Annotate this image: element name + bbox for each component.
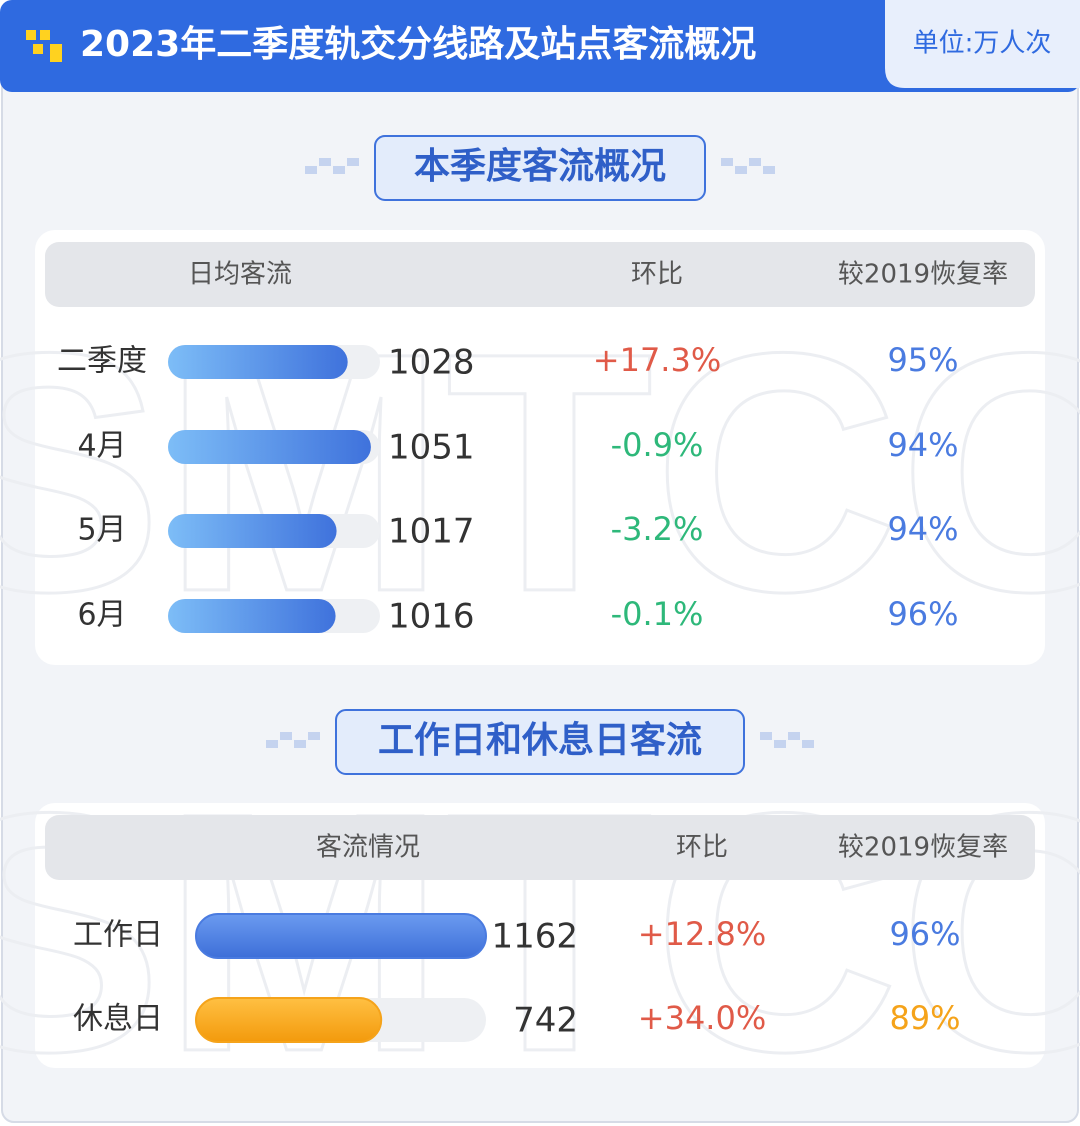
recovery: 96% <box>889 915 960 953</box>
recovery: 94% <box>887 426 958 464</box>
decor <box>308 732 320 740</box>
decor <box>749 158 761 166</box>
decor <box>721 158 733 166</box>
table-header <box>45 815 1035 880</box>
decor <box>760 732 772 740</box>
decor <box>319 158 331 166</box>
column-header: 日均客流 <box>188 260 292 290</box>
decor <box>774 740 786 748</box>
section-title: 工作日和休息日客流 <box>378 720 702 761</box>
change: -0.9% <box>611 426 704 464</box>
value-label: 1016 <box>388 597 475 637</box>
decor <box>305 166 317 174</box>
bar <box>168 430 371 464</box>
logo <box>26 30 62 62</box>
change: -0.1% <box>611 595 704 633</box>
bar <box>195 997 383 1043</box>
decor <box>735 166 747 174</box>
bar <box>195 913 487 959</box>
decor <box>294 740 306 748</box>
row-label: 工作日 <box>73 918 163 953</box>
decor <box>802 740 814 748</box>
value-label: 1017 <box>388 512 475 552</box>
column-header: 较2019恢复率 <box>838 833 1008 863</box>
bar <box>168 599 336 633</box>
title: 2023年二季度轨交分线路及站点客流概况 <box>80 23 756 65</box>
unit-tab <box>885 0 1080 88</box>
row-label: 5月 <box>77 513 126 548</box>
column-header: 客流情况 <box>316 833 420 863</box>
bar <box>168 514 337 548</box>
row-label: 休息日 <box>73 1002 163 1037</box>
bar <box>168 345 348 379</box>
decor <box>763 166 775 174</box>
change: +34.0% <box>638 999 766 1037</box>
card <box>35 230 1045 665</box>
recovery: 95% <box>887 341 958 379</box>
change: +12.8% <box>638 915 766 953</box>
value-label: 1162 <box>491 917 578 957</box>
table-header <box>45 242 1035 307</box>
unit: 单位:万人次 <box>913 29 1052 59</box>
recovery: 96% <box>887 595 958 633</box>
column-header: 环比 <box>631 260 683 290</box>
change: -3.2% <box>611 510 704 548</box>
header-bar <box>0 0 1080 92</box>
decor <box>266 740 278 748</box>
column-header: 环比 <box>676 833 728 863</box>
value-label: 1028 <box>388 343 475 383</box>
decor <box>788 732 800 740</box>
value-label: 1051 <box>388 428 475 468</box>
recovery: 94% <box>887 510 958 548</box>
recovery: 89% <box>889 999 960 1037</box>
decor <box>333 166 345 174</box>
section-title: 本季度客流概况 <box>414 146 666 187</box>
change: +17.3% <box>593 341 721 379</box>
row-label: 4月 <box>77 429 126 464</box>
section-title-box <box>374 135 706 201</box>
column-header: 较2019恢复率 <box>838 260 1008 290</box>
row-label: 二季度 <box>57 344 147 379</box>
decor <box>280 732 292 740</box>
section-title-box <box>335 709 745 775</box>
value-label: 742 <box>513 1001 578 1041</box>
row-label: 6月 <box>77 598 126 633</box>
watermark: SMTCC <box>0 743 1080 1123</box>
decor <box>347 158 359 166</box>
